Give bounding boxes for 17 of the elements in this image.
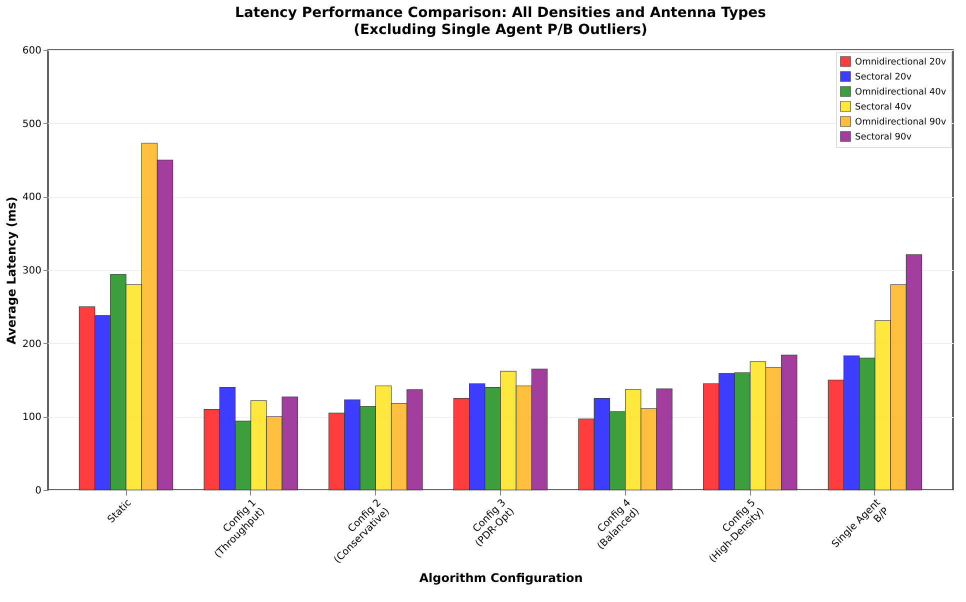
y-tick-label: 100 bbox=[22, 412, 42, 424]
y-tick-label: 500 bbox=[22, 118, 42, 130]
y-axis-title: Average Latency (ms) bbox=[4, 196, 18, 344]
y-tick-label: 400 bbox=[22, 192, 42, 204]
legend-label: Omnidirectional 40v bbox=[855, 88, 947, 98]
chart-title: Latency Performance Comparison: All Densities and Antenna Types bbox=[235, 5, 766, 21]
y-tick-label: 600 bbox=[22, 46, 42, 56]
x-axis-title: Algorithm Configuration bbox=[419, 571, 583, 586]
legend-label: Sectoral 90v bbox=[855, 132, 912, 142]
y-tick-label: 300 bbox=[22, 266, 42, 276]
legend-label: Sectoral 20v bbox=[855, 72, 912, 82]
legend-label: Omnidirectional 90v bbox=[855, 118, 947, 128]
legend-label: Omnidirectional 20v bbox=[855, 58, 947, 68]
y-tick-label: 0 bbox=[35, 486, 42, 496]
legend-label: Sectoral 40v bbox=[855, 102, 912, 112]
chart-subtitle: (Excluding Single Agent P/B Outliers) bbox=[354, 22, 648, 38]
y-tick-label: 200 bbox=[22, 338, 42, 350]
